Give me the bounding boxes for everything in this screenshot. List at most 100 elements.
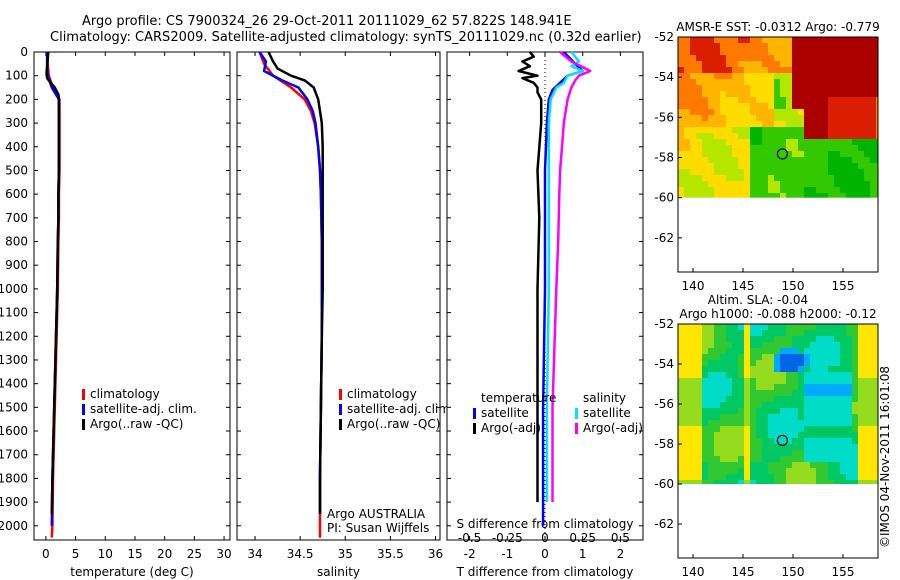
map-cell	[774, 348, 780, 354]
map-cell	[762, 324, 768, 330]
map-cell	[738, 444, 744, 450]
map-cell	[786, 408, 792, 414]
map-cell	[858, 372, 864, 378]
map-cell	[696, 462, 702, 468]
map-cell	[738, 91, 744, 97]
map-cell	[750, 37, 756, 43]
map-cell	[762, 55, 768, 61]
map-cell	[774, 37, 780, 43]
map-cell	[846, 151, 852, 157]
map-cell	[828, 91, 834, 97]
map-cell	[708, 414, 714, 420]
argo-position-marker	[776, 148, 789, 160]
x-tick-label: 5	[72, 547, 80, 561]
map-cell	[774, 127, 780, 133]
map-cell	[756, 366, 762, 372]
map-cell	[768, 115, 774, 121]
x-tick-label: 140	[682, 565, 705, 579]
s-tick-label: 0.25	[569, 531, 596, 545]
map-cell	[822, 67, 828, 73]
map-cell	[822, 103, 828, 109]
map-cell	[720, 181, 726, 187]
map-cell	[750, 342, 756, 348]
map-cell	[876, 151, 878, 157]
map-cell	[690, 438, 696, 444]
map-cell	[720, 390, 726, 396]
map-cell	[816, 342, 822, 348]
map-cell	[852, 462, 858, 468]
map-cell	[876, 414, 878, 420]
y-tick-label: 1000	[0, 282, 28, 296]
map-cell	[852, 378, 858, 384]
map-cell	[738, 73, 744, 79]
map-cell	[792, 474, 798, 480]
map-cell	[732, 85, 738, 91]
map-cell	[816, 67, 822, 73]
map-cell	[870, 354, 876, 360]
map-cell	[720, 61, 726, 67]
map-cell	[678, 67, 684, 73]
map-cell	[792, 444, 798, 450]
map-cell	[756, 85, 762, 91]
map-title: Altim. SLA: -0.04	[708, 293, 808, 307]
map-cell	[798, 91, 804, 97]
map-cell	[768, 336, 774, 342]
map-cell	[756, 43, 762, 49]
map-cell	[714, 366, 720, 372]
map-cell	[828, 103, 834, 109]
y-tick-label: 700	[5, 211, 28, 225]
map-cell	[714, 55, 720, 61]
map-cell	[702, 462, 708, 468]
map-cell	[726, 330, 732, 336]
map-cell	[738, 85, 744, 91]
map-cell	[822, 420, 828, 426]
map-cell	[714, 444, 720, 450]
map-cell	[870, 43, 876, 49]
map-cell	[846, 372, 852, 378]
map-cell	[744, 360, 750, 366]
legend-label: climatology	[90, 387, 160, 401]
map-cell	[822, 85, 828, 91]
map-cell	[744, 151, 750, 157]
map-cell	[678, 127, 684, 133]
map-cell	[720, 444, 726, 450]
map-cell	[756, 468, 762, 474]
map-cell	[696, 330, 702, 336]
map-cell	[786, 103, 792, 109]
map-cell	[732, 378, 738, 384]
map-cell	[684, 139, 690, 145]
map-cell	[768, 97, 774, 103]
map-cell	[870, 384, 876, 390]
map-cell	[792, 420, 798, 426]
map-cell	[762, 420, 768, 426]
map-cell	[678, 360, 684, 366]
map-cell	[750, 187, 756, 193]
map-cell	[876, 336, 878, 342]
map-cell	[864, 175, 870, 181]
map-cell	[690, 115, 696, 121]
map-cell	[756, 151, 762, 157]
map-cell	[858, 480, 864, 484]
map-cell	[762, 133, 768, 139]
map-cell	[834, 109, 840, 115]
map-cell	[822, 49, 828, 55]
map-cell	[828, 115, 834, 121]
map-cell	[738, 55, 744, 61]
map-cell	[834, 175, 840, 181]
map-cell	[678, 181, 684, 187]
map-cell	[798, 187, 804, 193]
map-cell	[702, 336, 708, 342]
map-cell	[756, 480, 762, 484]
map-cell	[828, 468, 834, 474]
map-cell	[738, 390, 744, 396]
map-cell	[852, 133, 858, 139]
map-cell	[726, 384, 732, 390]
map-cell	[828, 67, 834, 73]
map-cell	[816, 360, 822, 366]
map-cell	[726, 432, 732, 438]
map-cell	[678, 169, 684, 175]
map-cell	[834, 402, 840, 408]
map-cell	[744, 91, 750, 97]
map-cell	[720, 456, 726, 462]
map-cell	[732, 360, 738, 366]
